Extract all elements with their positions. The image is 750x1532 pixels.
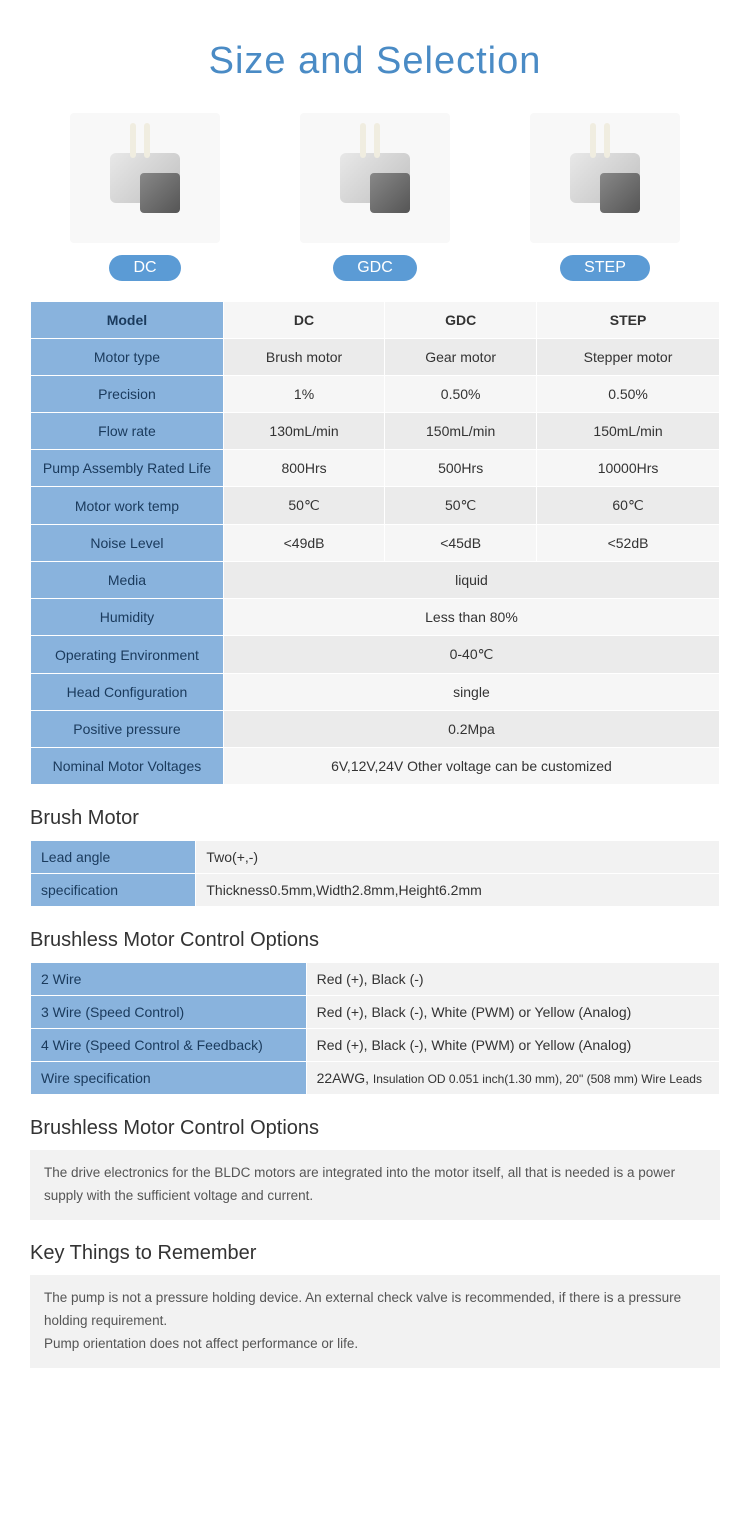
- spec-cell: 500Hrs: [385, 450, 537, 487]
- spec-table: ModelDCGDCSTEP Motor typeBrush motorGear …: [30, 301, 720, 785]
- spec-merged-cell: 0-40℃: [223, 636, 719, 674]
- brushless-value: Red (+), Black (-): [306, 963, 719, 996]
- brushless-options-table: 2 WireRed (+), Black (-)3 Wire (Speed Co…: [30, 962, 720, 1095]
- spec-row-label: Precision: [31, 376, 224, 413]
- product-image-dc: [70, 113, 220, 243]
- brushless-key: Wire specification: [31, 1062, 307, 1095]
- spec-row-label: Noise Level: [31, 525, 224, 562]
- spec-cell: Stepper motor: [537, 339, 720, 376]
- key-things-box: The pump is not a pressure holding devic…: [30, 1275, 720, 1368]
- spec-merged-cell: Less than 80%: [223, 599, 719, 636]
- spec-cell: <52dB: [537, 525, 720, 562]
- spec-header-col: GDC: [385, 302, 537, 339]
- spec-header-label: Model: [31, 302, 224, 339]
- spec-cell: 800Hrs: [223, 450, 384, 487]
- spec-cell: <49dB: [223, 525, 384, 562]
- brushless-value: Red (+), Black (-), White (PWM) or Yello…: [306, 1029, 719, 1062]
- spec-cell: Brush motor: [223, 339, 384, 376]
- product-image-step: [530, 113, 680, 243]
- spec-cell: 150mL/min: [537, 413, 720, 450]
- spec-cell: 0.50%: [385, 376, 537, 413]
- section-title-brushless-options: Brushless Motor Control Options: [30, 929, 720, 952]
- product-label-dc: DC: [109, 255, 180, 281]
- key-things-line: The pump is not a pressure holding devic…: [44, 1287, 706, 1333]
- spec-cell: 50℃: [385, 487, 537, 525]
- product-label-step: STEP: [560, 255, 650, 281]
- spec-row-label: Media: [31, 562, 224, 599]
- brush-value: Thickness0.5mm,Width2.8mm,Height6.2mm: [196, 874, 720, 907]
- spec-cell: Gear motor: [385, 339, 537, 376]
- brushless-key: 2 Wire: [31, 963, 307, 996]
- content-wrapper: Size and Selection DC GDC STEP ModelDCGD…: [0, 0, 750, 1398]
- brushless-key: 3 Wire (Speed Control): [31, 996, 307, 1029]
- spec-header-col: STEP: [537, 302, 720, 339]
- spec-merged-cell: 6V,12V,24V Other voltage can be customiz…: [223, 748, 719, 785]
- product-image-gdc: [300, 113, 450, 243]
- brush-key: Lead angle: [31, 841, 196, 874]
- section-title-brush-motor: Brush Motor: [30, 807, 720, 830]
- spec-cell: <45dB: [385, 525, 537, 562]
- spec-table-body: ModelDCGDCSTEP Motor typeBrush motorGear …: [31, 302, 720, 785]
- spec-cell: 150mL/min: [385, 413, 537, 450]
- spec-row-label: Head Configuration: [31, 674, 224, 711]
- spec-cell: 50℃: [223, 487, 384, 525]
- section-title-key-things: Key Things to Remember: [30, 1242, 720, 1265]
- page-title: Size and Selection: [30, 0, 720, 113]
- spec-merged-cell: 0.2Mpa: [223, 711, 719, 748]
- spec-header-col: DC: [223, 302, 384, 339]
- key-things-line: Pump orientation does not affect perform…: [44, 1333, 706, 1356]
- spec-merged-cell: single: [223, 674, 719, 711]
- spec-cell: 130mL/min: [223, 413, 384, 450]
- spec-row-label: Operating Environment: [31, 636, 224, 674]
- product-card-gdc: GDC: [275, 113, 475, 281]
- spec-merged-cell: liquid: [223, 562, 719, 599]
- spec-cell: 0.50%: [537, 376, 720, 413]
- spec-row-label: Pump Assembly Rated Life: [31, 450, 224, 487]
- brushless-key: 4 Wire (Speed Control & Feedback): [31, 1029, 307, 1062]
- product-card-step: STEP: [505, 113, 705, 281]
- section-title-brushless-desc: Brushless Motor Control Options: [30, 1117, 720, 1140]
- brush-value: Two(+,-): [196, 841, 720, 874]
- brush-motor-table: Lead angleTwo(+,-)specificationThickness…: [30, 840, 720, 907]
- product-row: DC GDC STEP: [30, 113, 720, 281]
- spec-row-label: Humidity: [31, 599, 224, 636]
- brush-key: specification: [31, 874, 196, 907]
- spec-cell: 1%: [223, 376, 384, 413]
- brushless-value: 22AWG, Insulation OD 0.051 inch(1.30 mm)…: [306, 1062, 719, 1095]
- spec-cell: 60℃: [537, 487, 720, 525]
- spec-row-label: Flow rate: [31, 413, 224, 450]
- brushless-value: Red (+), Black (-), White (PWM) or Yello…: [306, 996, 719, 1029]
- spec-row-label: Nominal Motor Voltages: [31, 748, 224, 785]
- spec-row-label: Motor work temp: [31, 487, 224, 525]
- brushless-desc-box: The drive electronics for the BLDC motor…: [30, 1150, 720, 1220]
- product-card-dc: DC: [45, 113, 245, 281]
- spec-row-label: Motor type: [31, 339, 224, 376]
- spec-row-label: Positive pressure: [31, 711, 224, 748]
- spec-cell: 10000Hrs: [537, 450, 720, 487]
- product-label-gdc: GDC: [333, 255, 417, 281]
